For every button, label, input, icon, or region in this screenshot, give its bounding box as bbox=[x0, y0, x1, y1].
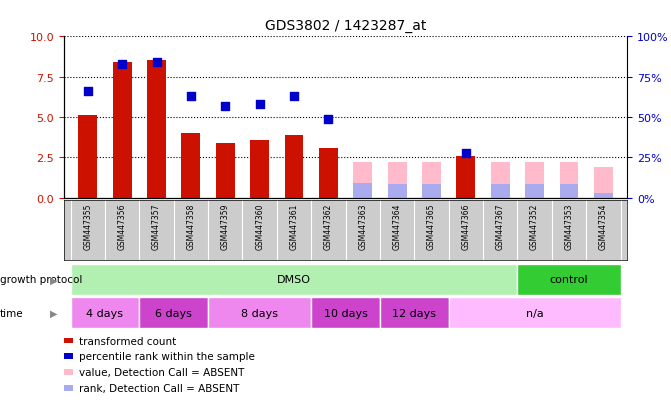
Bar bbox=[456, 157, 475, 198]
Text: 6 days: 6 days bbox=[155, 308, 192, 318]
Bar bbox=[70, 297, 140, 328]
Text: GSM447361: GSM447361 bbox=[289, 203, 299, 249]
Bar bbox=[594, 193, 613, 198]
Text: GSM447359: GSM447359 bbox=[221, 203, 229, 249]
Bar bbox=[388, 163, 407, 198]
Text: GSM447358: GSM447358 bbox=[187, 203, 195, 249]
Text: 10 days: 10 days bbox=[323, 308, 368, 318]
Bar bbox=[285, 135, 303, 198]
Bar bbox=[181, 134, 201, 198]
Bar bbox=[422, 185, 441, 198]
Bar bbox=[449, 297, 621, 328]
Bar bbox=[517, 264, 621, 295]
Point bbox=[117, 61, 127, 68]
Text: GSM447363: GSM447363 bbox=[358, 203, 367, 249]
Point bbox=[254, 102, 265, 108]
Text: GDS3802 / 1423287_at: GDS3802 / 1423287_at bbox=[265, 19, 426, 33]
Point bbox=[289, 93, 299, 100]
Bar bbox=[525, 163, 544, 198]
Bar bbox=[113, 63, 132, 198]
Text: GSM447364: GSM447364 bbox=[393, 203, 402, 249]
Bar bbox=[491, 185, 510, 198]
Bar bbox=[525, 185, 544, 198]
Text: 8 days: 8 days bbox=[241, 308, 278, 318]
Point bbox=[83, 89, 93, 95]
Text: 4 days: 4 days bbox=[87, 308, 123, 318]
Bar bbox=[319, 148, 338, 198]
Bar bbox=[354, 184, 372, 198]
Point bbox=[323, 116, 333, 123]
Bar bbox=[208, 297, 311, 328]
Text: GSM447353: GSM447353 bbox=[564, 203, 574, 249]
Bar bbox=[491, 163, 510, 198]
Text: rank, Detection Call = ABSENT: rank, Detection Call = ABSENT bbox=[79, 383, 239, 393]
Bar bbox=[250, 140, 269, 198]
Text: ▶: ▶ bbox=[50, 275, 57, 285]
Text: GSM447367: GSM447367 bbox=[496, 203, 505, 249]
Text: time: time bbox=[0, 308, 23, 318]
Text: GSM447355: GSM447355 bbox=[83, 203, 93, 249]
Bar bbox=[594, 168, 613, 198]
Text: GSM447366: GSM447366 bbox=[462, 203, 470, 249]
Bar bbox=[560, 163, 578, 198]
Bar bbox=[216, 143, 235, 198]
Point bbox=[220, 103, 231, 110]
Text: 12 days: 12 days bbox=[393, 308, 436, 318]
Point bbox=[151, 59, 162, 66]
Point bbox=[186, 93, 197, 100]
Text: DMSO: DMSO bbox=[277, 275, 311, 285]
Text: GSM447365: GSM447365 bbox=[427, 203, 436, 249]
Text: growth protocol: growth protocol bbox=[0, 275, 83, 285]
Bar bbox=[560, 185, 578, 198]
Bar bbox=[311, 297, 380, 328]
Bar bbox=[422, 163, 441, 198]
Text: percentile rank within the sample: percentile rank within the sample bbox=[79, 351, 254, 361]
Bar bbox=[380, 297, 449, 328]
Point bbox=[460, 150, 471, 157]
Bar bbox=[140, 297, 208, 328]
Text: transformed count: transformed count bbox=[79, 336, 176, 346]
Text: n/a: n/a bbox=[525, 308, 544, 318]
Bar bbox=[147, 61, 166, 198]
Text: GSM447354: GSM447354 bbox=[599, 203, 608, 249]
Text: GSM447362: GSM447362 bbox=[324, 203, 333, 249]
Text: GSM447352: GSM447352 bbox=[530, 203, 539, 249]
Text: GSM447360: GSM447360 bbox=[255, 203, 264, 249]
Text: control: control bbox=[550, 275, 588, 285]
Bar bbox=[354, 163, 372, 198]
Text: GSM447356: GSM447356 bbox=[117, 203, 127, 249]
Text: ▶: ▶ bbox=[50, 308, 57, 318]
Bar bbox=[388, 185, 407, 198]
Bar bbox=[79, 116, 97, 198]
Bar bbox=[70, 264, 517, 295]
Text: GSM447357: GSM447357 bbox=[152, 203, 161, 249]
Text: value, Detection Call = ABSENT: value, Detection Call = ABSENT bbox=[79, 367, 244, 377]
